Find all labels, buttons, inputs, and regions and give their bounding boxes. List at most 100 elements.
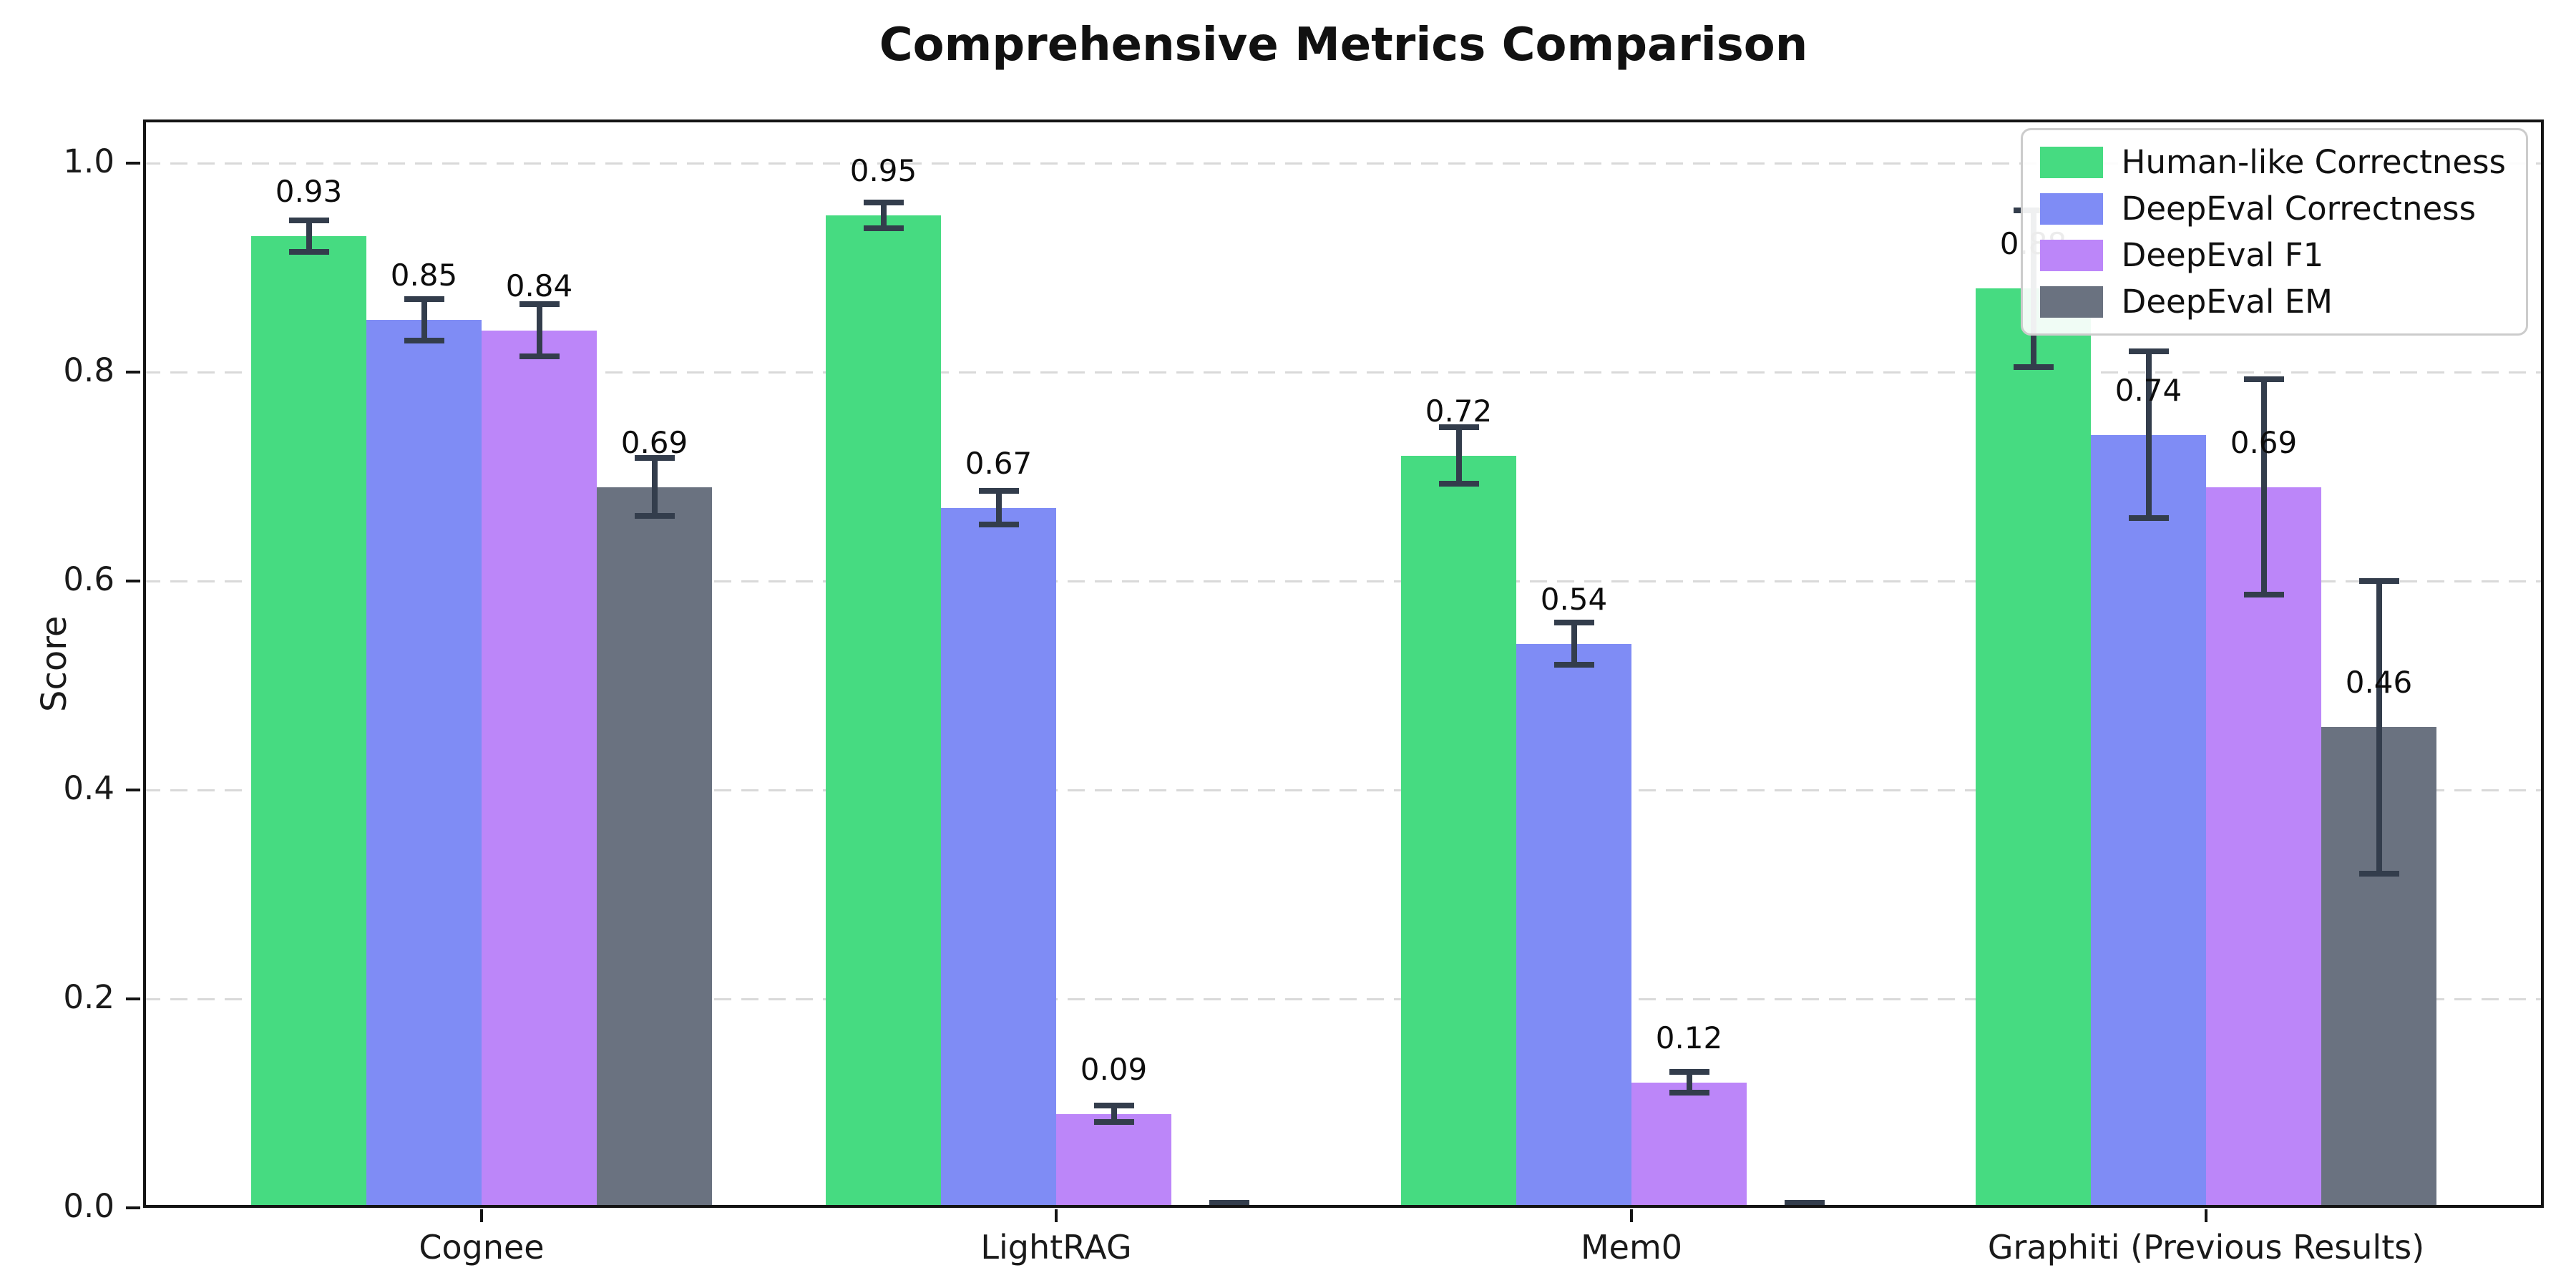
error-bar [995,491,1002,525]
axis-spine-bottom [143,1205,2544,1208]
gridline [143,789,2544,791]
y-tick-label: 0.4 [63,769,114,807]
error-bar-cap-bottom [1438,481,1479,487]
legend-swatch [2039,146,2103,178]
bar [482,330,597,1208]
gridline [143,162,2544,165]
error-bar [880,203,887,228]
error-bar-cap-top [519,301,560,308]
error-bar-cap-top [404,296,444,302]
error-bar-cap-bottom [1553,661,1594,668]
bar [366,320,482,1208]
gridline [143,580,2544,582]
legend-entry: DeepEval F1 [2039,236,2506,274]
error-bar [536,304,542,357]
legend-label: DeepEval EM [2121,283,2333,321]
x-tick [480,1209,483,1222]
x-tick-label: Graphiti (Previous Results) [1987,1228,2425,1267]
error-bar-cap-bottom [519,353,560,360]
error-bar-cap-top [1209,1199,1249,1206]
gridline [143,371,2544,374]
legend-label: DeepEval Correctness [2121,190,2477,228]
error-bar-cap-bottom [634,513,675,519]
error-bar-cap-bottom [863,225,904,231]
error-bar-cap-bottom [1093,1119,1134,1126]
error-bar-cap-top [288,218,329,224]
y-tick-label: 1.0 [63,142,114,180]
legend-entry: DeepEval Correctness [2039,190,2506,228]
error-bar-cap-bottom [1669,1090,1709,1096]
bar-value-label: 0.72 [1425,393,1493,429]
bar [826,215,941,1208]
bar-value-label: 0.93 [275,174,343,210]
bar-value-label: 0.12 [1655,1020,1723,1055]
y-tick [126,1206,140,1209]
gridline [143,997,2544,1000]
error-bar-cap-bottom [2243,591,2284,597]
error-bar-cap-bottom [288,249,329,255]
error-bar-cap-bottom [2358,870,2399,877]
error-bar-cap-top [1438,424,1479,431]
legend-swatch [2039,239,2103,271]
axis-spine-top [143,119,2544,122]
bar-value-label: 0.67 [965,445,1033,481]
x-tick-label: LightRAG [980,1228,1132,1267]
error-bar-cap-top [2243,376,2284,383]
x-tick [1055,1209,1058,1222]
bar [1516,643,1631,1208]
error-bar [306,220,312,253]
bar-value-label: 0.46 [2345,665,2413,701]
error-bar [1455,427,1462,484]
bar [251,236,366,1208]
legend-label: DeepEval F1 [2121,236,2324,274]
error-bar-cap-top [1553,620,1594,626]
bar-value-label: 0.95 [849,153,917,188]
axis-spine-left [143,119,146,1208]
bar [1056,1113,1171,1208]
bar-value-label: 0.54 [1540,581,1608,617]
y-tick [126,789,140,791]
error-bar-cap-top [2128,348,2169,354]
bar [1631,1082,1747,1208]
y-tick-label: 0.2 [63,978,114,1016]
bar-value-label: 0.84 [505,268,573,303]
error-bar [1111,1105,1117,1123]
error-bar-cap-top [978,488,1019,494]
y-tick [126,162,140,165]
bar-value-label: 0.69 [620,424,688,460]
bar [597,487,712,1208]
error-bar [2145,351,2152,519]
bar [1976,288,2091,1208]
error-bar-cap-top [863,200,904,206]
bar [2206,487,2321,1208]
error-bar-cap-top [1669,1069,1709,1075]
error-bar-cap-bottom [2013,364,2054,370]
y-tick [126,997,140,1000]
y-tick [126,580,140,582]
error-bar [2376,581,2382,874]
axis-spine-right [2541,119,2544,1208]
bar-value-label: 0.09 [1080,1051,1148,1087]
error-bar-cap-bottom [404,338,444,344]
error-bar-cap-top [1784,1199,1825,1206]
x-tick-label: Mem0 [1580,1228,1683,1267]
bar-value-label: 0.85 [390,258,458,293]
error-bar [1686,1072,1692,1093]
y-tick-label: 0.6 [63,560,114,598]
error-bar-cap-top [2358,578,2399,584]
legend-swatch [2039,286,2103,318]
error-bar-cap-top [634,454,675,461]
legend-swatch [2039,192,2103,225]
legend-label: Human-like Correctness [2121,143,2506,181]
bar-value-label: 0.74 [2114,372,2182,408]
error-bar [2260,379,2267,595]
chart-title: Comprehensive Metrics Comparison [879,19,1808,72]
x-tick [2205,1209,2207,1222]
bar [1401,455,1516,1208]
error-bar [651,457,658,517]
y-tick-label: 0.0 [63,1187,114,1225]
error-bar-cap-top [1093,1102,1134,1108]
error-bar-cap-bottom [978,522,1019,528]
error-bar [421,298,427,341]
